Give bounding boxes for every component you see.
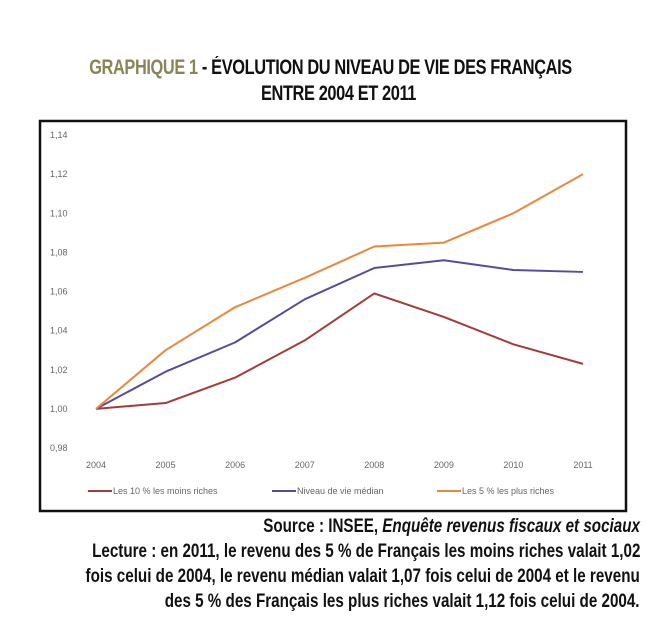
x-tick-label: 2011 bbox=[573, 460, 592, 470]
chart-title-line2: ENTRE 2004 ET 2011 bbox=[260, 82, 417, 105]
x-tick-label: 2007 bbox=[295, 460, 315, 470]
legend-label: Les 10 % les moins riches bbox=[113, 486, 218, 496]
x-tick-label: 2008 bbox=[364, 460, 384, 470]
x-tick-label: 2010 bbox=[503, 460, 523, 470]
y-tick-label: 1,04 bbox=[50, 326, 68, 336]
series-line bbox=[95, 259, 584, 410]
legend-label: Niveau de vie médian bbox=[297, 486, 384, 496]
series-line bbox=[95, 292, 584, 410]
chart-title-line1: GRAPHIQUE 1 - ÉVOLUTION DU NIVEAU DE VIE… bbox=[73, 56, 589, 80]
lecture-line: des 5 % des Français les plus riches val… bbox=[165, 591, 640, 612]
y-tick-label: 0,98 bbox=[50, 443, 68, 453]
y-tick-label: 1,00 bbox=[50, 404, 68, 414]
x-tick-label: 2004 bbox=[86, 460, 106, 470]
x-tick-label: 2006 bbox=[225, 460, 245, 470]
y-tick-label: 1,12 bbox=[50, 169, 68, 179]
lecture-line: Lecture : en 2011, le revenu des 5 % de … bbox=[91, 541, 640, 562]
chart-title-text: - ÉVOLUTION DU NIVEAU DE VIE DES FRANÇAI… bbox=[197, 56, 572, 79]
x-tick-label: 2005 bbox=[156, 460, 176, 470]
y-tick-label: 1,10 bbox=[50, 208, 68, 218]
y-tick-label: 1,08 bbox=[50, 247, 68, 257]
y-tick-label: 1,02 bbox=[50, 365, 68, 375]
source-line: Source : INSEE, Enquête revenus fiscaux … bbox=[263, 516, 640, 538]
chart-title-prefix: GRAPHIQUE 1 bbox=[89, 56, 198, 79]
y-tick-label: 1,14 bbox=[50, 130, 68, 140]
source-title: Enquête revenus fiscaux et sociaux bbox=[382, 516, 640, 537]
source-label: Source : INSEE, bbox=[263, 516, 383, 537]
chart-frame bbox=[38, 119, 628, 513]
x-tick-label: 2009 bbox=[434, 460, 454, 470]
series-line bbox=[95, 173, 584, 410]
legend-label: Les 5 % les plus riches bbox=[462, 486, 555, 496]
lecture-line: fois celui de 2004, le revenu médian val… bbox=[85, 566, 640, 587]
y-tick-label: 1,06 bbox=[50, 287, 68, 297]
